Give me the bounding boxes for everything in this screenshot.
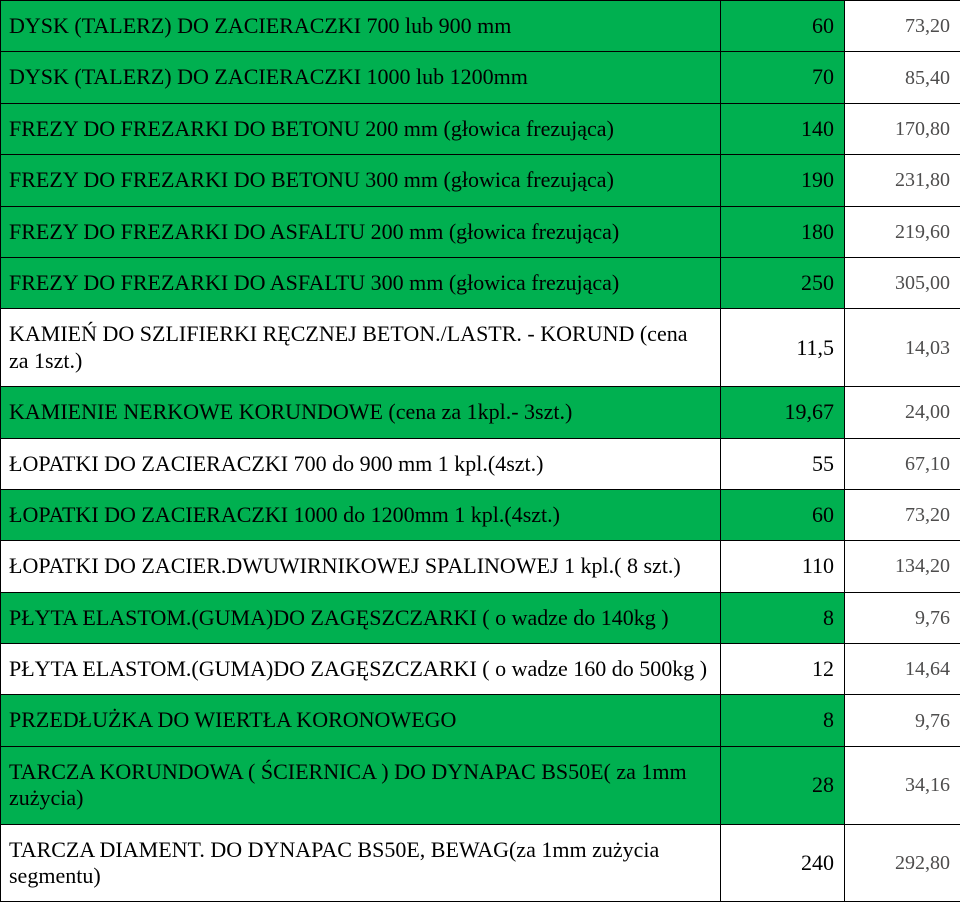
product-name: PRZEDŁUŻKA DO WIERTŁA KORONOWEGO: [1, 695, 721, 746]
price-table: DYSK (TALERZ) DO ZACIERACZKI 700 lub 900…: [0, 0, 960, 902]
price-gross: 170,80: [845, 103, 960, 154]
price-gross: 67,10: [845, 438, 960, 489]
price-net: 140: [721, 103, 845, 154]
product-name: DYSK (TALERZ) DO ZACIERACZKI 700 lub 900…: [1, 1, 721, 52]
price-gross: 73,20: [845, 1, 960, 52]
price-gross: 34,16: [845, 746, 960, 824]
table-row: FREZY DO FREZARKI DO BETONU 200 mm (głow…: [1, 103, 960, 154]
table-row: PRZEDŁUŻKA DO WIERTŁA KORONOWEGO89,76: [1, 695, 960, 746]
product-name: ŁOPATKI DO ZACIERACZKI 1000 do 1200mm 1 …: [1, 489, 721, 540]
product-name: DYSK (TALERZ) DO ZACIERACZKI 1000 lub 12…: [1, 52, 721, 103]
product-name: ŁOPATKI DO ZACIERACZKI 700 do 900 mm 1 k…: [1, 438, 721, 489]
table-row: KAMIENIE NERKOWE KORUNDOWE (cena za 1kpl…: [1, 387, 960, 438]
price-net: 55: [721, 438, 845, 489]
price-net: 28: [721, 746, 845, 824]
price-gross: 231,80: [845, 155, 960, 206]
table-row: DYSK (TALERZ) DO ZACIERACZKI 700 lub 900…: [1, 1, 960, 52]
price-gross: 9,76: [845, 695, 960, 746]
price-gross: 134,20: [845, 541, 960, 592]
price-gross: 9,76: [845, 592, 960, 643]
table-row: TARCZA KORUNDOWA ( ŚCIERNICA ) DO DYNAPA…: [1, 746, 960, 824]
price-gross: 14,64: [845, 644, 960, 695]
table-row: PŁYTA ELASTOM.(GUMA)DO ZAGĘSZCZARKI ( o …: [1, 592, 960, 643]
product-name: FREZY DO FREZARKI DO BETONU 300 mm (głow…: [1, 155, 721, 206]
product-name: PŁYTA ELASTOM.(GUMA)DO ZAGĘSZCZARKI ( o …: [1, 644, 721, 695]
product-name: ŁOPATKI DO ZACIER.DWUWIRNIKOWEJ SPALINOW…: [1, 541, 721, 592]
price-gross: 305,00: [845, 257, 960, 308]
table-row: KAMIEŃ DO SZLIFIERKI RĘCZNEJ BETON./LAST…: [1, 309, 960, 387]
price-gross: 14,03: [845, 309, 960, 387]
product-name: KAMIEŃ DO SZLIFIERKI RĘCZNEJ BETON./LAST…: [1, 309, 721, 387]
price-gross: 292,80: [845, 824, 960, 902]
table-row: ŁOPATKI DO ZACIERACZKI 700 do 900 mm 1 k…: [1, 438, 960, 489]
price-net: 19,67: [721, 387, 845, 438]
price-net: 240: [721, 824, 845, 902]
table-row: FREZY DO FREZARKI DO ASFALTU 300 mm (gło…: [1, 257, 960, 308]
price-net: 8: [721, 695, 845, 746]
product-name: FREZY DO FREZARKI DO ASFALTU 200 mm (gło…: [1, 206, 721, 257]
product-name: TARCZA DIAMENT. DO DYNAPAC BS50E, BEWAG(…: [1, 824, 721, 902]
price-gross: 85,40: [845, 52, 960, 103]
product-name: PŁYTA ELASTOM.(GUMA)DO ZAGĘSZCZARKI ( o …: [1, 592, 721, 643]
price-gross: 73,20: [845, 489, 960, 540]
price-net: 180: [721, 206, 845, 257]
price-net: 250: [721, 257, 845, 308]
product-name: KAMIENIE NERKOWE KORUNDOWE (cena za 1kpl…: [1, 387, 721, 438]
price-net: 60: [721, 1, 845, 52]
table-row: TARCZA DIAMENT. DO DYNAPAC BS50E, BEWAG(…: [1, 824, 960, 902]
product-name: FREZY DO FREZARKI DO BETONU 200 mm (głow…: [1, 103, 721, 154]
table-row: ŁOPATKI DO ZACIER.DWUWIRNIKOWEJ SPALINOW…: [1, 541, 960, 592]
price-net: 70: [721, 52, 845, 103]
price-gross: 219,60: [845, 206, 960, 257]
table-row: FREZY DO FREZARKI DO BETONU 300 mm (głow…: [1, 155, 960, 206]
price-net: 12: [721, 644, 845, 695]
product-name: FREZY DO FREZARKI DO ASFALTU 300 mm (gło…: [1, 257, 721, 308]
price-net: 8: [721, 592, 845, 643]
price-net: 60: [721, 489, 845, 540]
price-net: 110: [721, 541, 845, 592]
table-row: ŁOPATKI DO ZACIERACZKI 1000 do 1200mm 1 …: [1, 489, 960, 540]
table-row: FREZY DO FREZARKI DO ASFALTU 200 mm (gło…: [1, 206, 960, 257]
table-row: PŁYTA ELASTOM.(GUMA)DO ZAGĘSZCZARKI ( o …: [1, 644, 960, 695]
product-name: TARCZA KORUNDOWA ( ŚCIERNICA ) DO DYNAPA…: [1, 746, 721, 824]
table-row: DYSK (TALERZ) DO ZACIERACZKI 1000 lub 12…: [1, 52, 960, 103]
price-net: 190: [721, 155, 845, 206]
price-table-body: DYSK (TALERZ) DO ZACIERACZKI 700 lub 900…: [1, 1, 960, 902]
price-gross: 24,00: [845, 387, 960, 438]
price-net: 11,5: [721, 309, 845, 387]
